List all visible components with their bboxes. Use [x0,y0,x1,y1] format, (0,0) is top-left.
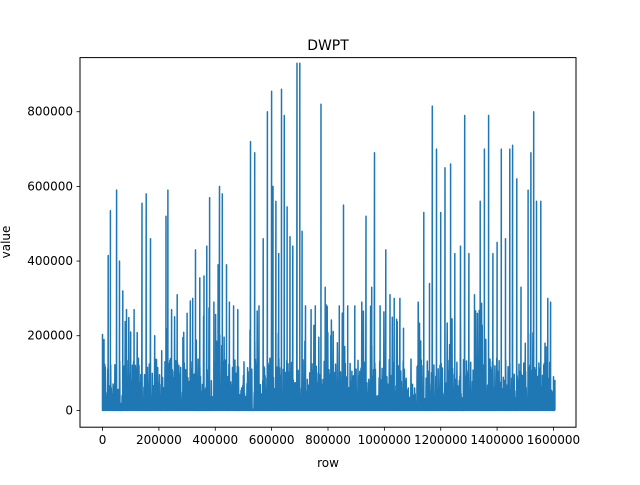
x-tick-label: 0 [99,433,107,447]
x-tick-label: 1000000 [358,433,411,447]
y-axis-ticks: 0 200000 400000 600000 800000 [27,105,80,417]
chart-title: DWPT [307,38,349,54]
y-tick-label: 600000 [27,179,73,193]
x-axis-label: row [317,456,339,470]
x-axis-ticks: 0 200000 400000 600000 800000 1000000 1200000 1… [99,427,580,447]
y-axis-label: value [0,226,13,259]
x-tick-label: 1400000 [470,433,523,447]
y-tick-label: 800000 [27,105,73,119]
series-line-0 [101,62,556,412]
x-tick-label: 200000 [136,433,182,447]
y-tick-label: 0 [65,403,73,417]
y-tick-label: 400000 [27,254,73,268]
x-tick-label: 600000 [249,433,295,447]
x-tick-label: 1200000 [414,433,467,447]
x-tick-label: 400000 [192,433,238,447]
y-tick-label: 200000 [27,329,73,343]
series-layer [101,62,556,412]
x-tick-label: 1600000 [527,433,580,447]
x-tick-label: 800000 [305,433,351,447]
